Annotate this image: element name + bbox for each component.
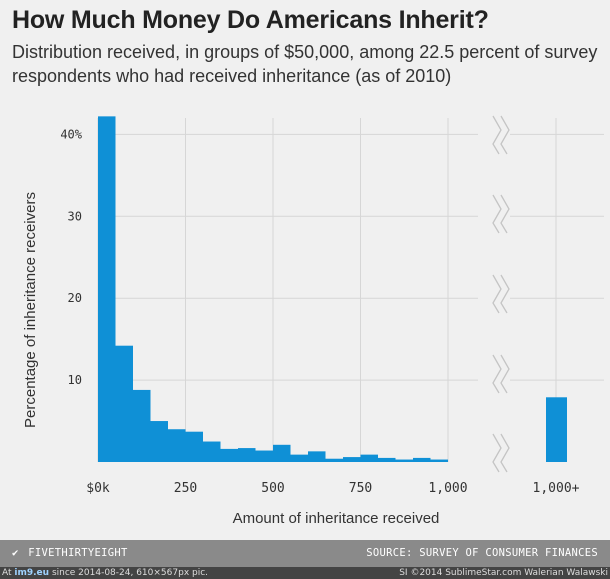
watermark-prefix: At (2, 568, 12, 578)
histogram-bar (255, 450, 273, 462)
footer-bar: ✔ FIVETHIRTYEIGHT SOURCE: SURVEY OF CONS… (0, 540, 610, 567)
histogram-bar (238, 448, 256, 462)
histogram-chart: 10 20 30 40% $0k 250 500 750 1,000 1,000+ Amount o… (22, 115, 604, 527)
histogram-bar (273, 444, 291, 462)
histogram-bar (360, 454, 378, 462)
source-note: SOURCE: SURVEY OF CONSUMER FINANCES (366, 547, 598, 559)
x-axis-label: Amount of inheritance received (233, 510, 440, 527)
histogram-bar (220, 448, 238, 462)
histogram-bar (325, 458, 343, 462)
axis-break-icon (492, 354, 502, 394)
histogram-bar (413, 457, 431, 462)
x-tick-label: $0k (86, 481, 110, 496)
x-tick-label: 250 (174, 481, 197, 496)
chart-title: How Much Money Do Americans Inherit? (12, 6, 489, 34)
axis-break-icon (492, 274, 502, 314)
axis-break-icon (500, 194, 510, 234)
y-axis-label: Percentage of inheritance receivers (22, 192, 39, 428)
fivethirtyeight-logo-icon: ✔ (12, 547, 19, 559)
x-tick-label: 750 (349, 481, 372, 496)
histogram-bar (203, 441, 221, 462)
histogram-bar (98, 116, 116, 462)
histogram-bar (133, 389, 151, 462)
chart-subtitle: Distribution received, in groups of $50,… (12, 42, 598, 86)
x-tick-label: 500 (261, 481, 284, 496)
y-tick-label: 10 (68, 373, 82, 387)
axis-break-icon (500, 274, 510, 314)
outlier-bar (546, 397, 567, 462)
watermark-site-link[interactable]: im9.eu (14, 568, 50, 578)
watermark-right: SI ©2014 SublimeStar.com Walerian Walaws… (399, 568, 608, 578)
histogram-bar (150, 421, 168, 462)
histogram-bar (115, 345, 133, 462)
histogram-bar (378, 457, 396, 462)
brand-name: FIVETHIRTYEIGHT (28, 547, 128, 559)
axis-break-icon (500, 433, 510, 473)
axis-break-icon (500, 354, 510, 394)
x-tick-label-outlier: 1,000+ (533, 481, 580, 496)
footer-brand: ✔ FIVETHIRTYEIGHT (12, 547, 128, 559)
histogram-bar (290, 454, 308, 462)
watermark-note: since 2014-08-24, 610×567px pic. (51, 568, 209, 578)
watermark-left: At im9.eu since 2014-08-24, 610×567px pi… (2, 567, 208, 579)
histogram-bar (168, 429, 186, 462)
histogram-bar (308, 451, 326, 462)
x-tick-label: 1,000 (428, 481, 467, 496)
y-tick-label: 40% (60, 127, 82, 141)
axis-break-icon (492, 115, 502, 155)
histogram-bar (395, 459, 413, 462)
y-tick-label: 20 (68, 291, 82, 305)
axis-break-icon (492, 433, 502, 473)
histogram-bar (343, 457, 361, 462)
watermark-bar: At im9.eu since 2014-08-24, 610×567px pi… (0, 567, 610, 579)
histogram-bar (430, 459, 448, 462)
y-tick-label: 30 (68, 209, 82, 223)
histogram-bar (185, 431, 203, 462)
axis-break-icon (500, 115, 510, 155)
axis-break-icon (492, 194, 502, 234)
